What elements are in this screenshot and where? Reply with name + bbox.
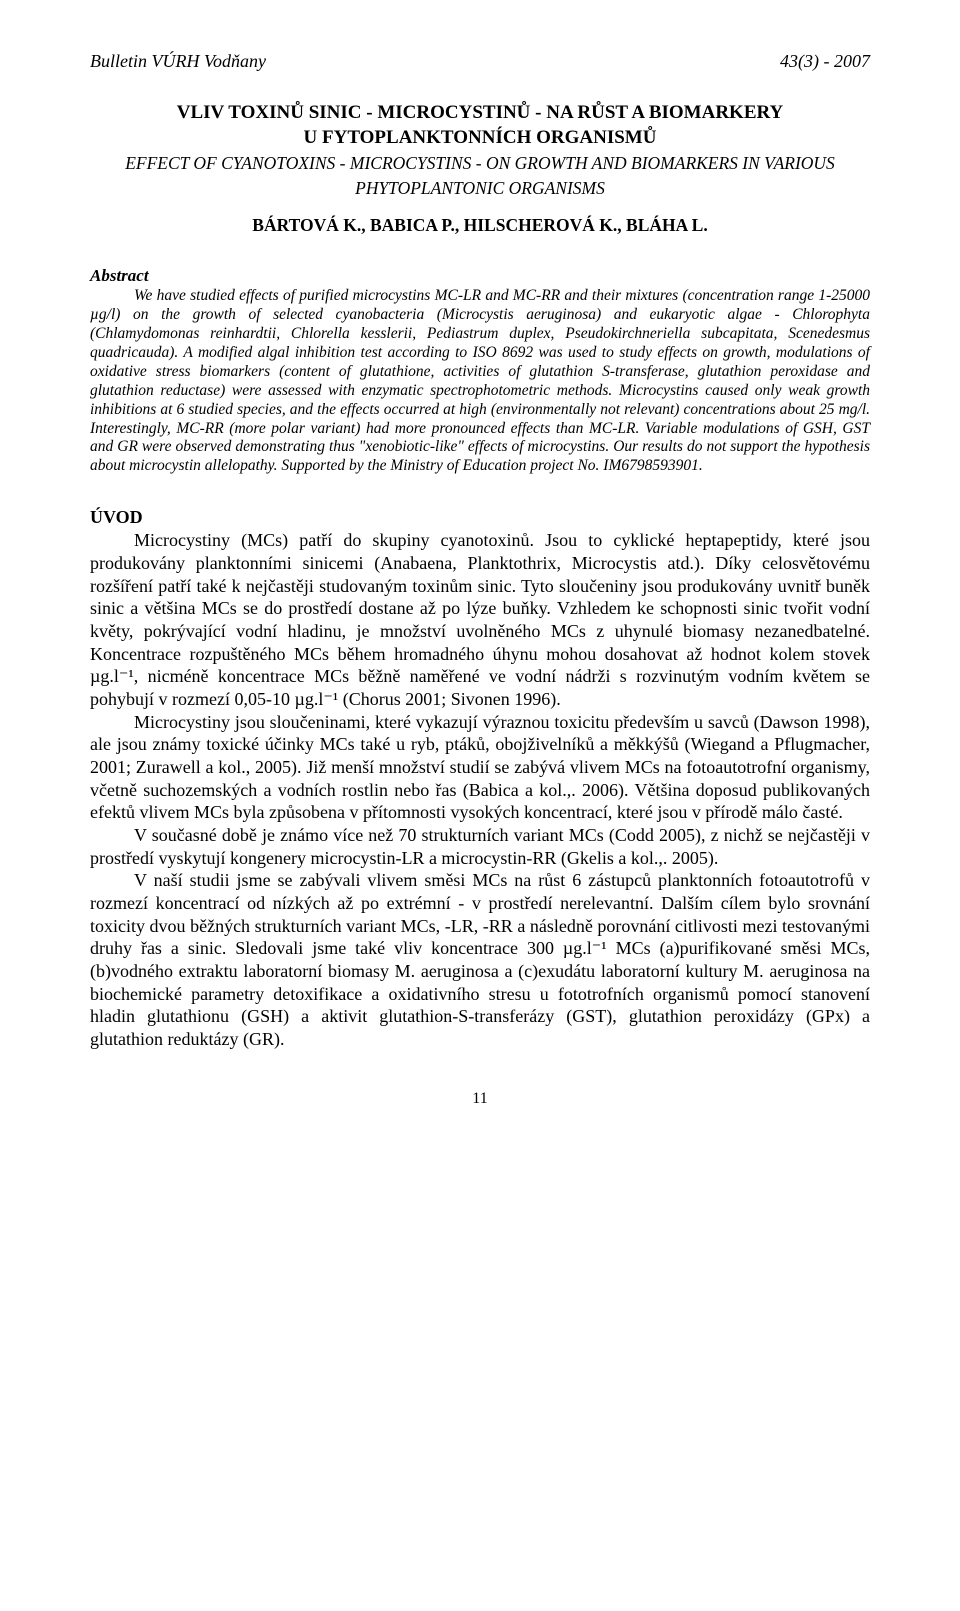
title-czech-line2: U FYTOPLANKTONNÍCH ORGANISMŮ: [90, 126, 870, 151]
abstract-heading: Abstract: [90, 266, 149, 285]
abstract-text: We have studied effects of purified micr…: [90, 287, 870, 476]
title-block: VLIV TOXINŮ SINIC - MICROCYSTINŮ - NA RŮ…: [90, 101, 870, 200]
intro-paragraph-1: Microcystiny (MCs) patří do skupiny cyan…: [90, 529, 870, 710]
title-english-line2: PHYTOPLANTONIC ORGANISMS: [90, 177, 870, 200]
page-number: 11: [90, 1089, 870, 1109]
intro-paragraph-3: V současné době je známo více než 70 str…: [90, 824, 870, 869]
abstract-block: Abstract We have studied effects of puri…: [90, 266, 870, 476]
running-header: Bulletin VÚRH Vodňany 43(3) - 2007: [90, 50, 870, 73]
title-english-line1: EFFECT OF CYANOTOXINS - MICROCYSTINS - O…: [90, 152, 870, 175]
intro-paragraph-4: V naší studii jsme se zabývali vlivem sm…: [90, 869, 870, 1050]
intro-body: Microcystiny (MCs) patří do skupiny cyan…: [90, 529, 870, 1050]
section-heading-intro: ÚVOD: [90, 506, 870, 529]
intro-paragraph-2: Microcystiny jsou sloučeninami, které vy…: [90, 711, 870, 824]
title-czech-line1: VLIV TOXINŮ SINIC - MICROCYSTINŮ - NA RŮ…: [90, 101, 870, 126]
authors: BÁRTOVÁ K., BABICA P., HILSCHEROVÁ K., B…: [90, 214, 870, 236]
journal-name: Bulletin VÚRH Vodňany: [90, 50, 266, 73]
issue-label: 43(3) - 2007: [780, 50, 870, 73]
